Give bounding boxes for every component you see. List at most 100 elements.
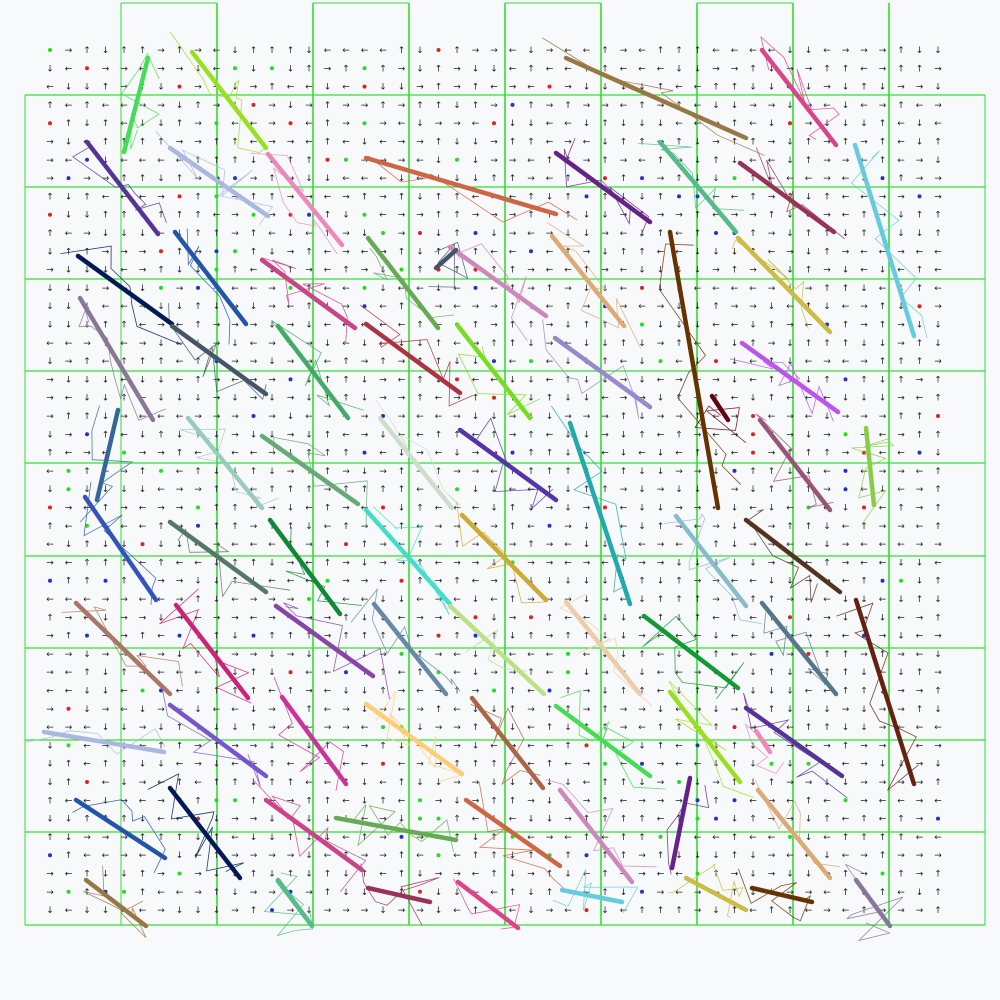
arrow-glyph: → <box>120 247 128 257</box>
arrow-glyph: ↑ <box>934 888 942 898</box>
arrow-glyph: ← <box>416 430 424 440</box>
arrow-glyph: ↓ <box>805 833 813 843</box>
arrow-glyph: ← <box>268 577 276 587</box>
arrow-glyph: ↓ <box>194 906 202 916</box>
arrow-glyph: ← <box>916 833 924 843</box>
arrow-glyph: ↓ <box>324 339 332 349</box>
arrow-glyph: → <box>83 229 91 239</box>
arrow-glyph: ← <box>860 64 868 74</box>
arrow-glyph: ← <box>194 558 202 568</box>
arrow-glyph: ← <box>934 723 942 733</box>
arrow-glyph: ↑ <box>120 394 128 404</box>
node-marker <box>492 121 496 126</box>
arrow-glyph: ↓ <box>305 870 313 880</box>
arrow-glyph: ↑ <box>620 339 628 349</box>
arrow-glyph: ↑ <box>398 778 406 788</box>
node-marker <box>159 468 163 473</box>
arrow-glyph: ↑ <box>139 632 147 642</box>
arrow-glyph: ↑ <box>490 760 498 770</box>
node-marker <box>288 377 293 382</box>
arrow-glyph: ↓ <box>268 394 276 404</box>
arrow-glyph: ↑ <box>379 485 387 495</box>
arrow-glyph: ↓ <box>472 138 480 148</box>
arrow-glyph: ↓ <box>213 815 221 825</box>
thick-segment <box>457 427 559 503</box>
thin-path <box>663 513 762 624</box>
arrow-glyph: ↓ <box>305 815 313 825</box>
arrow-glyph: ← <box>46 687 54 697</box>
arrow-glyph: ← <box>120 101 128 111</box>
arrow-glyph: ↓ <box>361 558 369 568</box>
node-marker <box>399 651 404 656</box>
thick-segment <box>469 695 546 791</box>
arrow-glyph: ← <box>324 778 332 788</box>
arrow-glyph: ↑ <box>601 778 609 788</box>
arrow-glyph: ↑ <box>546 760 554 770</box>
node-marker <box>196 505 200 510</box>
arrow-glyph: ↑ <box>694 613 702 623</box>
node-marker <box>66 176 71 181</box>
arrow-glyph: ↑ <box>268 485 276 495</box>
arrow-glyph: ↓ <box>213 467 221 477</box>
arrow-glyph: → <box>490 138 498 148</box>
arrow-glyph: ← <box>453 595 461 605</box>
arrow-glyph: → <box>102 650 110 660</box>
thin-path <box>83 481 157 605</box>
arrow-glyph: ↑ <box>46 833 54 843</box>
arrow-glyph: ↓ <box>657 504 665 514</box>
arrow-glyph: → <box>102 284 110 294</box>
arrow-glyph: ← <box>805 558 813 568</box>
arrow-glyph: ← <box>268 796 276 806</box>
node-marker <box>85 523 89 528</box>
arrow-glyph: ↑ <box>657 192 665 202</box>
arrow-glyph: ← <box>564 64 572 74</box>
arrow-glyph: ↑ <box>250 247 258 257</box>
arrow-glyph: ↓ <box>490 650 498 660</box>
arrow-glyph: → <box>583 705 591 715</box>
arrow-glyph: ← <box>102 357 110 367</box>
arrow-glyph: ← <box>916 632 924 642</box>
arrow-glyph: ↑ <box>139 870 147 880</box>
arrow-glyph: ↓ <box>398 449 406 459</box>
arrow-glyph: → <box>324 906 332 916</box>
arrow-glyph: → <box>712 595 720 605</box>
arrow-glyph: ↑ <box>620 815 628 825</box>
thick-segment <box>563 599 643 697</box>
arrow-glyph: ↓ <box>694 357 702 367</box>
arrow-glyph: ↓ <box>398 174 406 184</box>
arrow-glyph: ↑ <box>934 375 942 385</box>
arrow-glyph: ↑ <box>509 687 517 697</box>
arrow-glyph: ← <box>287 741 295 751</box>
thin-path <box>743 692 848 799</box>
arrow-glyph: ↑ <box>453 266 461 276</box>
arrow-glyph: ↓ <box>675 851 683 861</box>
arrow-glyph: → <box>305 540 313 550</box>
thick-segment <box>83 877 149 929</box>
arrow-glyph: ↓ <box>379 430 387 440</box>
arrow-glyph: ← <box>786 174 794 184</box>
arrow-glyph: ← <box>120 522 128 532</box>
arrow-glyph: ↑ <box>361 192 369 202</box>
arrow-glyph: → <box>601 101 609 111</box>
arrow-glyph: ↑ <box>583 485 591 495</box>
arrow-glyph: ← <box>157 815 165 825</box>
arrow-glyph: ↑ <box>305 302 313 312</box>
thin-path <box>186 228 231 345</box>
arrow-glyph: ← <box>675 760 683 770</box>
arrow-glyph: ↓ <box>453 357 461 367</box>
arrow-glyph: → <box>231 815 239 825</box>
arrow-glyph: ↑ <box>176 833 184 843</box>
node-marker <box>658 834 663 839</box>
arrow-glyph: → <box>268 101 276 111</box>
arrow-glyph: ↓ <box>268 430 276 440</box>
arrow-glyph: ↑ <box>842 650 850 660</box>
arrow-glyph: ← <box>472 119 480 129</box>
arrow-glyph: ← <box>805 687 813 697</box>
arrow-glyph: ← <box>194 613 202 623</box>
arrow-glyph: ↓ <box>620 650 628 660</box>
arrow-glyph: ↑ <box>453 833 461 843</box>
arrow-glyph: → <box>250 595 258 605</box>
arrow-glyph: ↓ <box>65 211 73 221</box>
arrow-glyph: ← <box>546 302 554 312</box>
arrow-glyph: ↑ <box>324 467 332 477</box>
